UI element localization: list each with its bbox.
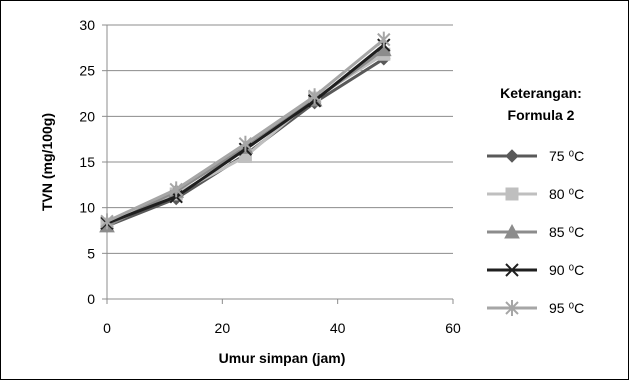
y-axis-title: TVN (mg/100g) <box>39 113 55 211</box>
series-4 <box>100 38 391 230</box>
legend-label-1: 75 ⁰C <box>549 148 584 164</box>
data-point-s5-2 <box>238 135 253 152</box>
legend-item-5: 95 ⁰C <box>487 300 584 316</box>
y-tick-label-0: 0 <box>87 291 95 307</box>
y-tick-label-15: 15 <box>79 154 95 170</box>
legend-marker-5 <box>505 300 519 316</box>
legend-label-2: 80 ⁰C <box>549 186 584 202</box>
legend-label-4: 90 ⁰C <box>549 262 584 278</box>
y-tick-label-20: 20 <box>79 108 95 124</box>
data-point-s5-4 <box>377 31 391 48</box>
legend-item-4: 90 ⁰C <box>487 262 584 278</box>
x-tick-label-60: 60 <box>445 320 461 336</box>
legend-item-2: 80 ⁰C <box>487 186 584 202</box>
legend-marker-1 <box>505 149 519 163</box>
series-5 <box>100 31 391 230</box>
legend-marker-3 <box>504 223 520 239</box>
series-line-5 <box>106 38 385 223</box>
legend-label-3: 85 ⁰C <box>549 224 584 240</box>
x-tick-label-20: 20 <box>215 320 231 336</box>
legend-item-3: 85 ⁰C <box>487 223 584 240</box>
x-tick-label-40: 40 <box>330 320 346 336</box>
y-tick-label-5: 5 <box>87 245 95 261</box>
legend-title-line-2: Formula 2 <box>508 107 575 123</box>
data-point-s5-3 <box>307 88 322 105</box>
legend-marker-4 <box>505 263 519 277</box>
legend-marker-2 <box>505 187 519 201</box>
x-axis-title: Umur simpan (jam) <box>219 350 346 366</box>
data-point-s5-1 <box>169 181 183 198</box>
y-tick-label-30: 30 <box>79 17 95 33</box>
legend-item-1: 75 ⁰C <box>487 148 584 164</box>
x-tick-label-0: 0 <box>103 320 111 336</box>
y-tick-label-25: 25 <box>79 63 95 79</box>
legend-label-5: 95 ⁰C <box>549 300 584 316</box>
legend-title-line-1: Keterangan: <box>500 85 582 101</box>
y-tick-label-10: 10 <box>79 200 95 216</box>
data-point-s5-0 <box>100 213 114 230</box>
